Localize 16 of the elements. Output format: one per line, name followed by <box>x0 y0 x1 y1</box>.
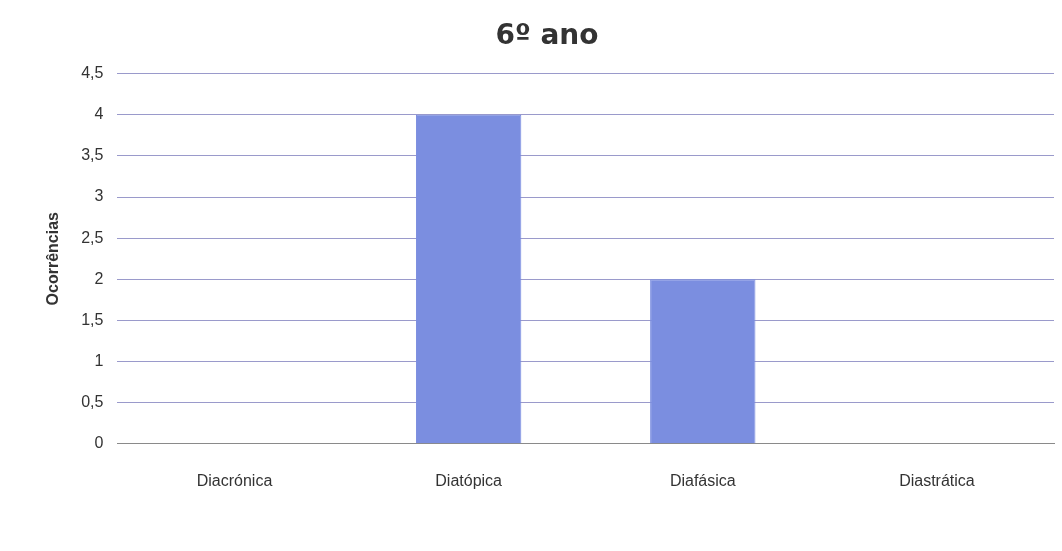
y-tick-label: 0 <box>94 434 104 452</box>
y-tick-label: 2,5 <box>81 228 104 246</box>
y-tick-label: 0,5 <box>81 393 104 411</box>
y-tick-label: 3 <box>94 187 104 205</box>
x-tick-label: Diacrónica <box>196 471 273 489</box>
y-tick-label: 4 <box>94 105 104 123</box>
y-tick-label: 2 <box>94 269 104 287</box>
x-tick-label: Diafásica <box>669 471 736 489</box>
y-tick-label: 4,5 <box>81 64 104 82</box>
y-axis-title: Ocorrências <box>44 211 62 306</box>
chart-title: 6º ano <box>495 18 599 52</box>
y-tick-label: 1 <box>94 351 104 369</box>
y-tick-label: 1,5 <box>81 310 104 328</box>
x-tick-label: Diatópica <box>435 471 503 489</box>
x-tick-label: Diastrática <box>899 471 975 489</box>
y-tick-label: 3,5 <box>81 146 104 164</box>
